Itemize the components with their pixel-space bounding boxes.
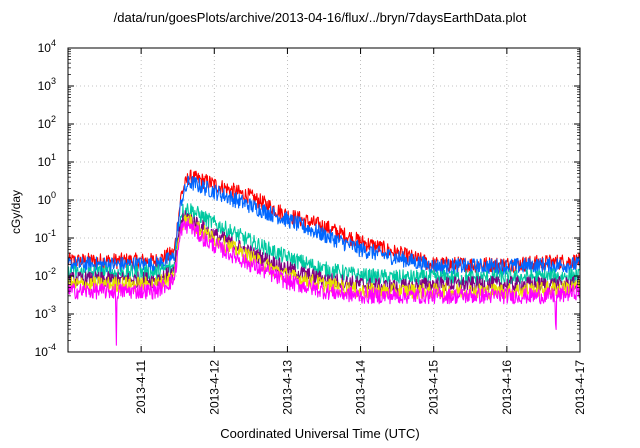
series-line-3 <box>68 210 580 296</box>
y-tick-label: 10-4 <box>35 342 56 359</box>
y-axis-label: cGy/day <box>9 189 23 235</box>
x-tick-label: 2013-4-11 <box>134 360 148 414</box>
grid-lines <box>68 48 580 352</box>
x-tick-label: 2013-4-14 <box>354 360 368 415</box>
series-line-0 <box>68 169 580 274</box>
data-series <box>68 169 580 346</box>
x-tick-label: 2013-4-17 <box>573 360 587 415</box>
x-axis-label: Coordinated Universal Time (UTC) <box>220 426 420 441</box>
x-tick-label: 2013-4-16 <box>500 360 514 415</box>
y-tick-label: 102 <box>38 114 56 131</box>
y-tick-label: 103 <box>38 76 56 93</box>
x-tick-labels: 2013-4-11 2013-4-12 2013-4-13 2013-4-14 2013… <box>134 360 587 415</box>
series-line-2 <box>68 203 580 287</box>
y-tick-label: 10-2 <box>35 266 56 283</box>
series-line-1 <box>68 175 580 275</box>
y-tick-label: 100 <box>38 190 56 207</box>
chart-title: /data/run/goesPlots/archive/2013-04-16/f… <box>113 10 527 25</box>
x-tick-label: 2013-4-15 <box>427 360 441 415</box>
y-tick-label: 104 <box>38 38 56 55</box>
x-tick-label: 2013-4-12 <box>207 360 221 415</box>
y-tick-label: 10-1 <box>35 228 56 245</box>
series-line-5 <box>68 217 580 346</box>
y-tick-labels: 104 103 102 101 100 10-1 10-2 10-3 10-4 <box>35 38 56 359</box>
y-tick-label: 101 <box>38 152 56 169</box>
y-tick-label: 10-3 <box>35 304 56 321</box>
x-tick-label: 2013-4-13 <box>280 360 294 415</box>
axis-ticks <box>68 47 581 353</box>
